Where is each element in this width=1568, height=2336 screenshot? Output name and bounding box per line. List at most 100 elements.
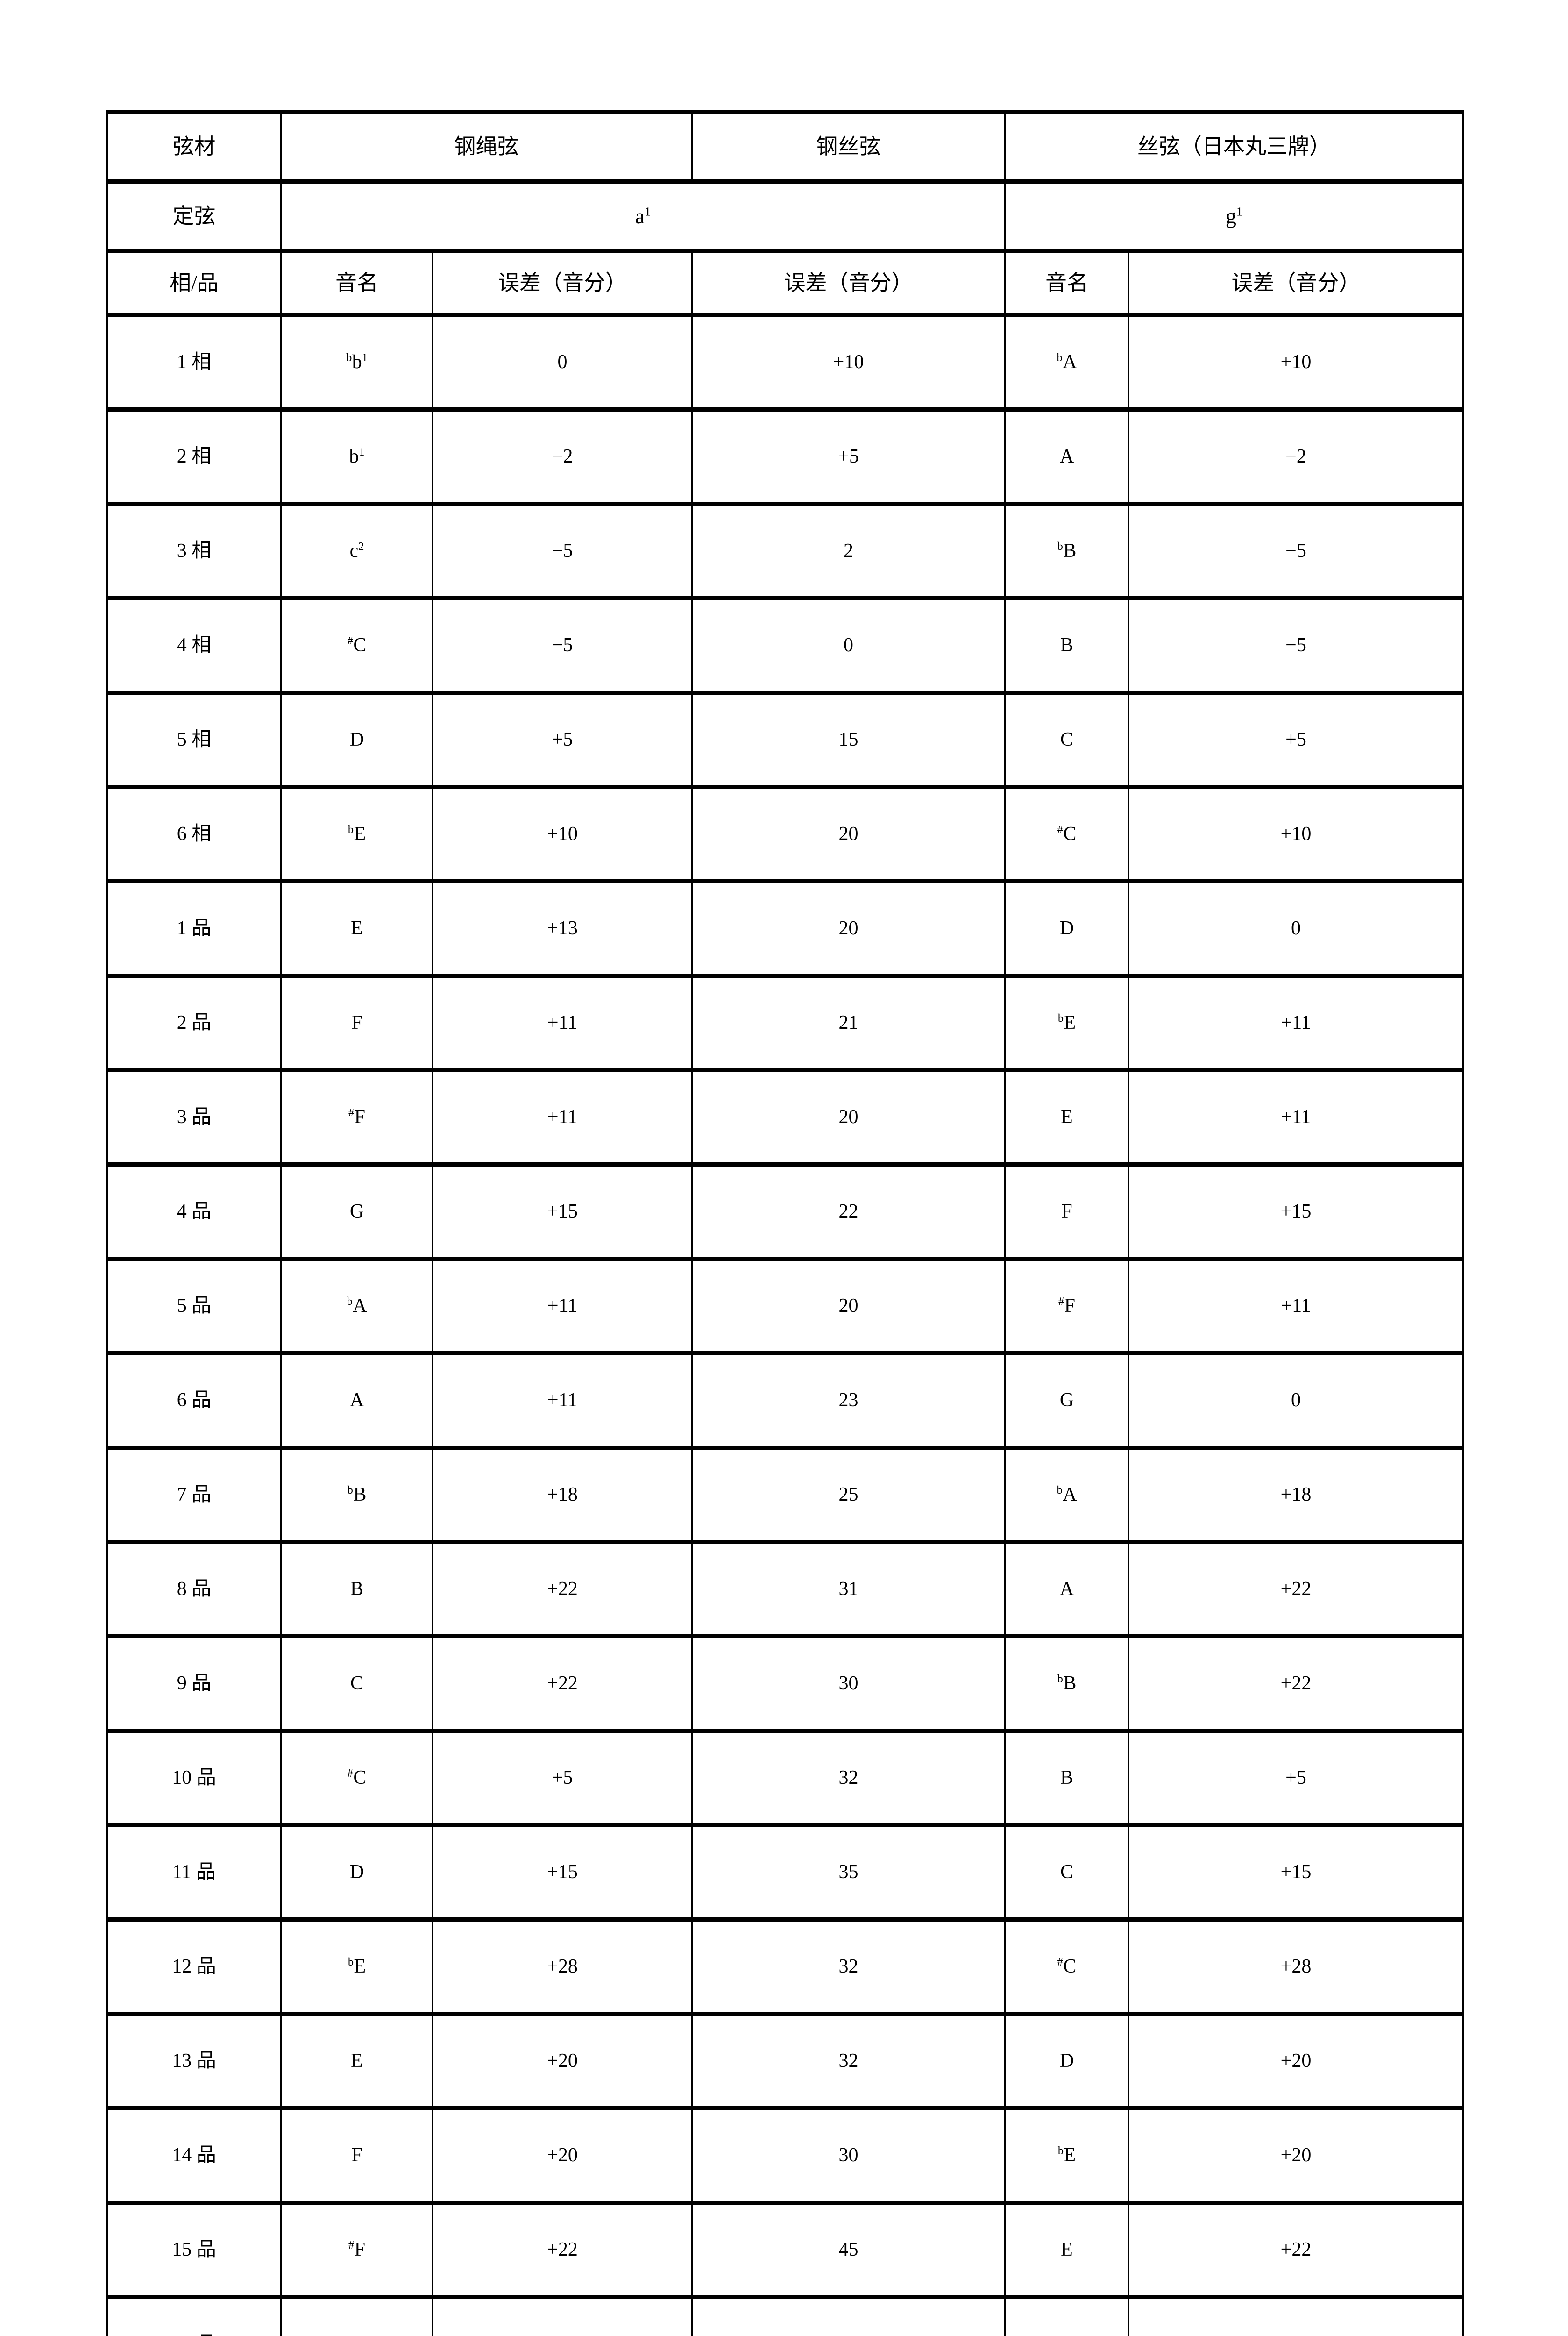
cell-note-silk: B	[1004, 1729, 1129, 1827]
note-name-silk: bE	[1057, 2144, 1076, 2166]
error-cents-silk: +5	[1285, 1767, 1306, 1789]
cell-error-silk: +10	[1128, 313, 1464, 412]
octave-superscript: 1	[645, 204, 651, 219]
table-row: 12 品 bE +28 32 #C +28	[106, 1917, 1464, 2016]
cell-note-silk-content: C	[1006, 1827, 1128, 1917]
cell-note-steel-rope-content: #F	[282, 1072, 432, 1162]
cell-error-steel-rope-content: +15	[433, 1827, 691, 1917]
error-cents-steel-wire: 30	[838, 2144, 858, 2166]
cell-note-steel-rope: bB	[280, 1446, 433, 1544]
error-cents-silk: 0	[1291, 1389, 1301, 1411]
error-cents-steel-rope: +28	[547, 1956, 578, 1978]
table-body: 弦材 钢绳弦 钢丝弦 丝弦（日本丸三牌） 定弦 a1 g1 相/品 音名 误差（音分） 误差（音分）…	[106, 110, 1464, 2336]
cell-error-silk-content: +22	[1129, 2205, 1462, 2295]
cell-error-silk: +11	[1128, 1257, 1464, 1355]
cell-error-silk-content: −5	[1129, 600, 1462, 691]
cell-note-steel-rope: #C	[280, 596, 433, 695]
cell-error-steel-wire: 22	[691, 1162, 1006, 1261]
cell-error-silk-content: +11	[1129, 978, 1462, 1068]
tuning-table-container: 弦材 钢绳弦 钢丝弦 丝弦（日本丸三牌） 定弦 a1 g1 相/品 音名 误差（音分） 误差（音分）…	[106, 110, 1464, 2336]
cell-note-silk-content: E	[1006, 2205, 1128, 2295]
cell-note-steel-rope: G	[280, 2295, 433, 2336]
note-name-steel-rope: b1	[349, 446, 365, 468]
sharp-accidental-icon: #	[348, 2239, 355, 2252]
col-header-position-content: 相/品	[170, 271, 219, 295]
error-cents-steel-wire: 20	[838, 918, 858, 940]
table-row: 2 相 b1 −2 +5 A −2	[106, 407, 1464, 506]
material-steel-rope-cell-content: 钢绳弦	[454, 135, 519, 159]
flat-accidental-icon: b	[1057, 1012, 1064, 1025]
cell-note-steel-rope: bE	[280, 785, 433, 883]
note-name-silk: C	[1060, 729, 1073, 751]
cell-error-steel-rope-content: −5	[433, 506, 691, 596]
cell-error-steel-wire-content: 15	[693, 695, 1004, 785]
cell-error-steel-wire: 35	[691, 1823, 1006, 1922]
material-label-cell: 弦材	[106, 110, 282, 184]
error-cents-steel-wire: 23	[838, 1389, 858, 1411]
cell-error-steel-wire-content: 32	[693, 2016, 1004, 2106]
cell-note-silk-content: bE	[1006, 2110, 1128, 2201]
error-cents-steel-wire: 21	[838, 1012, 858, 1034]
cell-position: 14 品	[106, 2106, 282, 2205]
cell-error-steel-wire-content: 20	[693, 883, 1004, 974]
cell-error-steel-wire-content: 31	[693, 1544, 1004, 1634]
cell-note-silk-content: #C	[1006, 1922, 1128, 2012]
note-name-steel-rope: c2	[349, 540, 364, 562]
error-cents-steel-wire: 20	[838, 823, 858, 845]
position-label: 5 品	[177, 1295, 212, 1317]
cell-note-silk: bE	[1004, 2106, 1129, 2205]
cell-error-steel-wire-content: 0	[693, 600, 1004, 691]
cell-error-silk: −2	[1128, 407, 1464, 506]
position-label: 6 品	[177, 1389, 212, 1411]
cell-position-content: 3 品	[108, 1072, 280, 1162]
note-name-silk: G	[1059, 1389, 1074, 1411]
note-name-steel-rope: #F	[348, 1106, 366, 1128]
cell-error-steel-rope: +15	[432, 1162, 693, 1261]
position-label: 12 品	[172, 1956, 216, 1978]
cell-error-steel-wire-content: 22	[693, 1167, 1004, 1257]
table-row: 10 品 #C +5 32 B +5	[106, 1729, 1464, 1827]
position-label: 10 品	[172, 1767, 216, 1789]
cell-error-silk: 0	[1128, 1351, 1464, 1450]
cell-error-steel-wire: 0	[691, 596, 1006, 695]
cell-note-steel-rope: #F	[280, 1068, 433, 1167]
position-label: 11 品	[172, 1861, 216, 1883]
note-name-steel-rope: #C	[347, 634, 367, 656]
table-row: 3 相 c2 −5 2 bB −5	[106, 502, 1464, 600]
cell-error-silk: +22	[1128, 1540, 1464, 1638]
cell-note-steel-rope-content: bA	[282, 1261, 432, 1351]
flat-accidental-icon: b	[1057, 1484, 1063, 1497]
cell-error-steel-rope-content: +13	[433, 883, 691, 974]
table-row: 4 相 #C −5 0 B −5	[106, 596, 1464, 695]
table-row: 3 品 #F +11 20 E +11	[106, 1068, 1464, 1167]
col-header-error-3: 误差（音分）	[1128, 249, 1464, 317]
error-cents-silk: +22	[1281, 2332, 1312, 2336]
cell-note-silk: bA	[1004, 1446, 1129, 1544]
note-name-silk: B	[1060, 1767, 1073, 1789]
error-cents-steel-wire: 30	[838, 1673, 858, 1695]
tuning-label-cell-content: 定弦	[172, 204, 216, 228]
cell-error-steel-rope-content: +15	[433, 1167, 691, 1257]
cell-position-content: 6 品	[108, 1355, 280, 1446]
position-label: 3 相	[177, 540, 212, 562]
error-cents-steel-rope: +11	[547, 1012, 578, 1034]
cell-position-content: 6 相	[108, 789, 280, 879]
cell-error-steel-wire-content: +5	[693, 412, 1004, 502]
error-cents-silk: +10	[1280, 351, 1312, 373]
error-cents-silk: +10	[1280, 823, 1312, 845]
cell-position-content: 11 品	[108, 1827, 280, 1917]
cell-error-silk: +18	[1128, 1446, 1464, 1544]
error-cents-steel-rope: +5	[552, 729, 573, 751]
cell-error-steel-wire: 25	[691, 1446, 1006, 1544]
error-cents-silk: +11	[1281, 1012, 1311, 1034]
material-silk-cell: 丝弦（日本丸三牌）	[1004, 110, 1464, 184]
cell-error-steel-rope: +20	[432, 2012, 693, 2110]
sharp-accidental-icon: #	[347, 1767, 353, 1780]
note-name-silk: E	[1061, 2239, 1073, 2261]
table-row: 6 相 bE +10 20 #C +10	[106, 785, 1464, 883]
material-silk-cell-content: 丝弦（日本丸三牌）	[1137, 135, 1331, 159]
cell-note-steel-rope-content: F	[282, 2110, 432, 2201]
col-header-note-3-content: 音名	[1045, 271, 1088, 295]
cell-note-silk: E	[1004, 2201, 1129, 2299]
table-row: 16 品 G +22 39 F +22	[106, 2295, 1464, 2336]
